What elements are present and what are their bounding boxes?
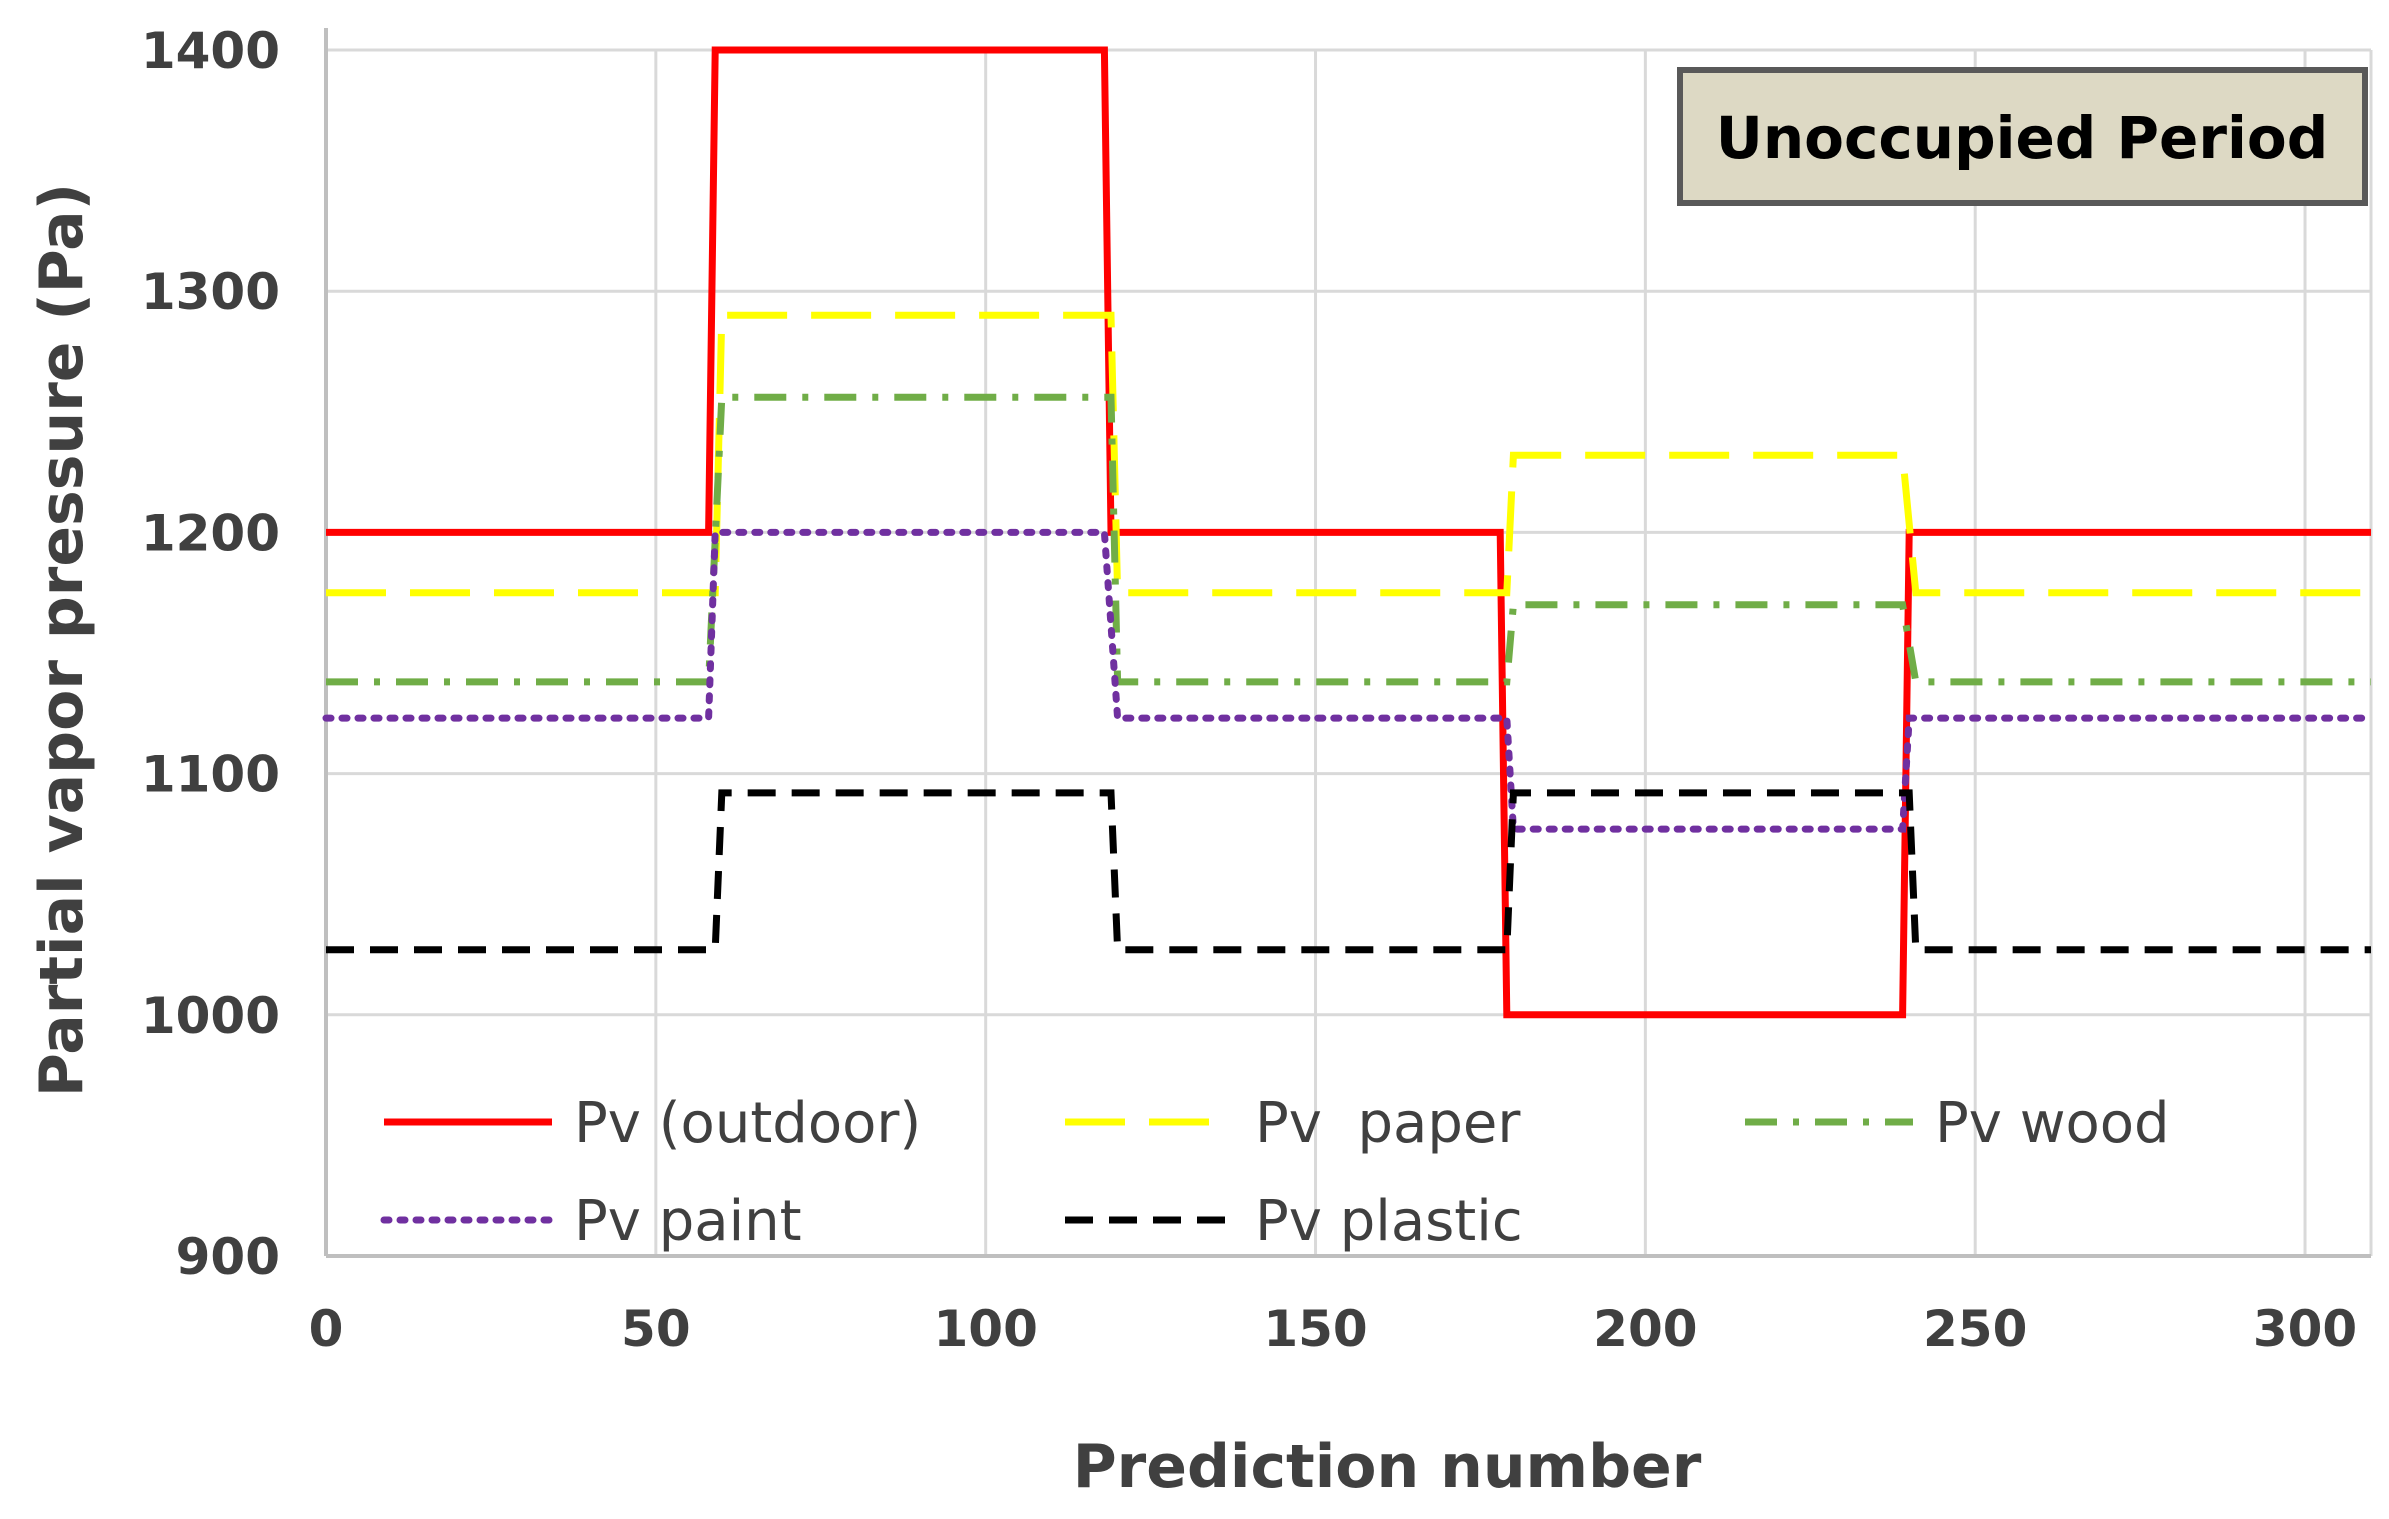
y-tick-labels: 900 1000 1100 1200 1300 1400 — [141, 22, 280, 1286]
series-lines — [322, 46, 2375, 1019]
x-tick-label: 100 — [933, 1300, 1037, 1358]
legend-label-0: Pv (outdoor) — [574, 1091, 921, 1156]
grid — [326, 48, 2373, 1256]
x-tick-label: 150 — [1263, 1300, 1367, 1358]
y-tick-label: 1300 — [141, 263, 280, 321]
y-tick-label: 1000 — [141, 987, 280, 1045]
x-tick-label: 200 — [1593, 1300, 1697, 1358]
x-tick-label: 50 — [621, 1300, 691, 1358]
y-tick-label: 1400 — [141, 22, 280, 80]
legend-label-2: Pv wood — [1935, 1091, 2170, 1156]
legend-label-3: Pv paint — [574, 1189, 802, 1254]
y-axis-title: Partial vapor pressure (Pa) — [27, 183, 97, 1097]
axes — [324, 28, 2371, 1258]
x-tick-label: 0 — [309, 1300, 344, 1358]
legend-label-1: Pv paper — [1255, 1091, 1521, 1156]
legend-label-4: Pv plastic — [1255, 1189, 1523, 1254]
x-axis-title: Prediction number — [1073, 1432, 1702, 1502]
y-tick-label: 1100 — [141, 746, 280, 804]
legend: Pv (outdoor) Pv paper Pv wood Pv paint Pv pl… — [380, 1091, 2170, 1254]
x-tick-label: 250 — [1923, 1300, 2027, 1358]
y-tick-label: 1200 — [141, 504, 280, 562]
x-tick-label: 300 — [2253, 1300, 2357, 1358]
annotation-box: Unoccupied Period — [1677, 67, 2368, 206]
x-tick-labels: 0 50 100 150 200 250 300 — [309, 1300, 2358, 1358]
annotation-rect — [1677, 67, 2368, 206]
series-line-1 — [326, 311, 2371, 597]
series-line-0 — [326, 46, 2371, 1019]
annotation-text: Unoccupied Period — [1716, 104, 2328, 172]
series-line-2 — [326, 393, 2371, 686]
y-tick-label: 900 — [176, 1228, 280, 1286]
series-line-4 — [326, 789, 2371, 954]
